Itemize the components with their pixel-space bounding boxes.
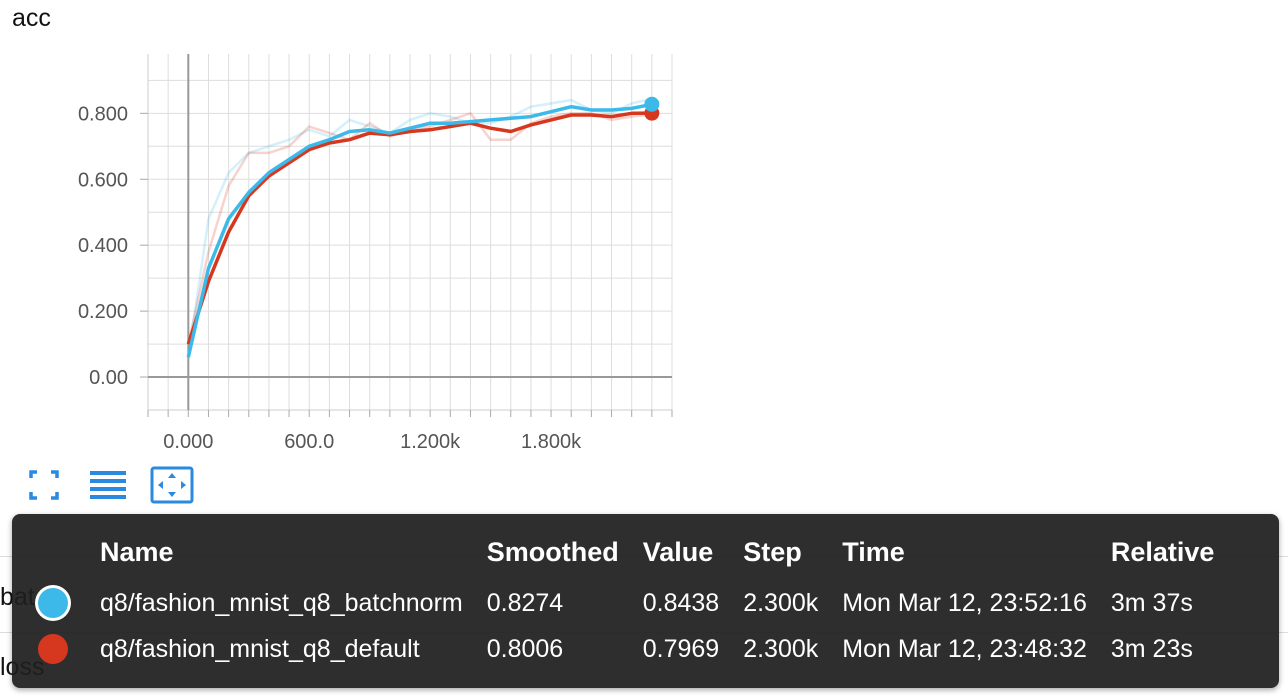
value-header: Value <box>642 536 714 567</box>
tick-labels: 0.00 0.200 0.400 0.600 0.800 0.000 600.0 1.200k… <box>78 103 582 453</box>
x-tick-label: 1.200k <box>400 431 461 453</box>
list-icon <box>90 471 126 499</box>
toggle-data-table-button[interactable] <box>86 466 130 506</box>
tooltip-table: Name Smoothed Value Step Time Relative q… <box>38 532 1238 672</box>
time-value: Mon Mar 12, 23:52:16 <box>842 588 1087 617</box>
fullscreen-button[interactable] <box>22 466 66 506</box>
chart-tooltip: Name Smoothed Value Step Time Relative q… <box>12 514 1279 688</box>
time-header: Time <box>842 536 905 567</box>
smoothed-value: 0.8274 <box>486 588 564 617</box>
smoothed-series-line <box>186 111 652 345</box>
y-tick-label: 0.200 <box>78 301 128 323</box>
x-tick-label: 1.800k <box>521 431 582 453</box>
y-tick-label: 0.400 <box>78 235 128 257</box>
smoothed-series-line <box>186 102 653 358</box>
y-tick-label: 0.800 <box>78 103 128 125</box>
y-tick-label: 0.600 <box>78 169 128 191</box>
x-tick-label: 600.0 <box>284 431 334 453</box>
fit-domain-button[interactable] <box>150 466 194 506</box>
relative-header: Relative <box>1110 536 1215 567</box>
step-header: Step <box>743 536 802 567</box>
raw-value: 0.8438 <box>642 588 720 617</box>
y-tick-label: 0.00 <box>89 367 128 389</box>
series-swatch <box>38 588 68 619</box>
run-name: q8/fashion_mnist_q8_default <box>100 634 420 663</box>
raw-series-line <box>187 111 652 345</box>
swatch-header <box>38 532 100 580</box>
tooltip-row: q8/fashion_mnist_q8_default 0.8006 0.796… <box>38 626 1238 672</box>
raw-value: 0.7969 <box>642 634 720 663</box>
tooltip-header-row: Name Smoothed Value Step Time Relative <box>38 532 1238 580</box>
smoothed-header: Smoothed <box>486 536 619 567</box>
fit-domain-icon <box>150 466 194 504</box>
step-value: 2.300k <box>743 634 819 663</box>
run-name: q8/fashion_mnist_q8_batchnorm <box>100 588 463 617</box>
acc-line-chart: 0.00 0.200 0.400 0.600 0.800 0.000 600.0 1.200k… <box>78 54 673 453</box>
series-swatch <box>38 634 68 665</box>
expand-icon <box>29 470 59 500</box>
raw-series-line <box>187 97 653 358</box>
name-header: Name <box>100 536 174 567</box>
grid-lines <box>147 54 673 411</box>
series-lines <box>186 96 660 358</box>
time-value: Mon Mar 12, 23:48:32 <box>842 634 1087 663</box>
tooltip-row: q8/fashion_mnist_q8_batchnorm 0.8274 0.8… <box>38 580 1238 626</box>
x-tick-label: 0.000 <box>163 431 213 453</box>
relative-value: 3m 37s <box>1110 588 1193 617</box>
smoothed-value: 0.8006 <box>486 634 564 663</box>
relative-value: 3m 23s <box>1110 634 1193 663</box>
hover-point-marker <box>644 96 660 112</box>
step-value: 2.300k <box>743 588 819 617</box>
card-title: acc <box>12 4 51 32</box>
